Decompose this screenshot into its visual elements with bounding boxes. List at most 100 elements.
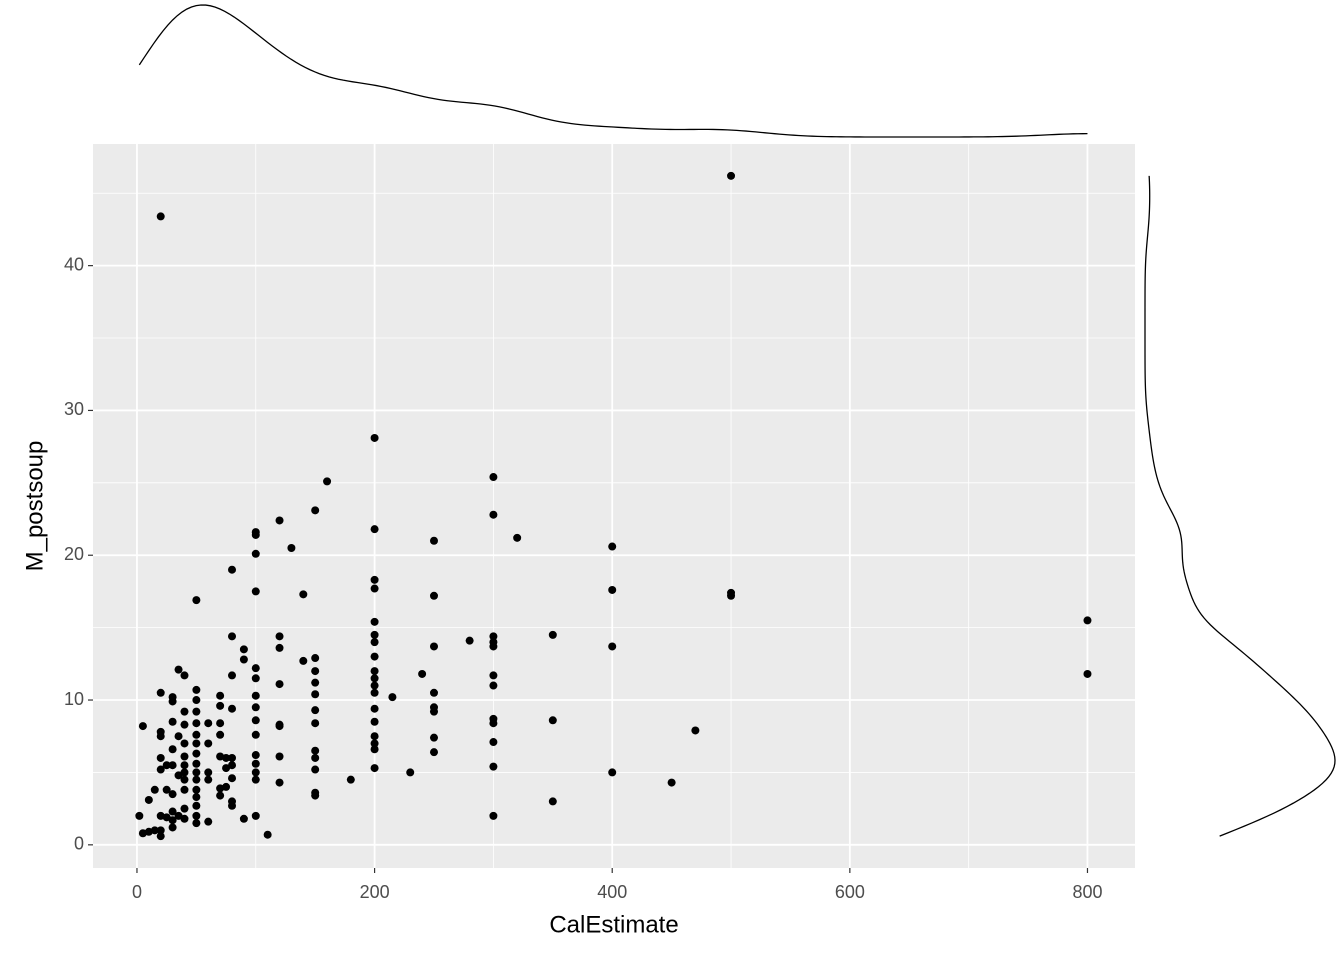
point xyxy=(222,764,231,773)
point xyxy=(370,525,379,534)
point xyxy=(608,768,617,777)
point xyxy=(370,688,379,697)
point xyxy=(216,719,225,728)
x-tick-label: 0 xyxy=(132,882,142,902)
y-tick-label: 40 xyxy=(64,254,84,274)
point xyxy=(192,768,201,777)
point xyxy=(370,617,379,626)
point xyxy=(251,530,260,539)
point xyxy=(251,768,260,777)
marginal-density xyxy=(1144,175,1336,837)
point xyxy=(156,212,165,221)
point xyxy=(608,642,617,651)
point xyxy=(1083,669,1092,678)
point xyxy=(156,753,165,762)
point xyxy=(228,671,237,680)
point xyxy=(180,814,189,823)
point xyxy=(429,733,438,742)
point xyxy=(251,811,260,820)
point xyxy=(228,801,237,810)
point xyxy=(192,707,201,716)
point xyxy=(299,590,308,599)
point xyxy=(168,697,177,706)
point xyxy=(727,591,736,600)
point xyxy=(608,585,617,594)
point xyxy=(216,730,225,739)
point xyxy=(608,542,617,551)
point xyxy=(311,506,320,515)
point xyxy=(156,811,165,820)
point xyxy=(251,716,260,725)
grid xyxy=(93,144,1135,868)
point xyxy=(192,739,201,748)
point xyxy=(216,701,225,710)
point xyxy=(323,477,332,486)
panel xyxy=(93,144,1135,868)
point xyxy=(251,775,260,784)
point xyxy=(156,832,165,841)
point xyxy=(192,811,201,820)
point xyxy=(168,807,177,816)
point xyxy=(513,533,522,542)
point xyxy=(489,719,498,728)
point xyxy=(138,829,147,838)
point xyxy=(251,703,260,712)
point xyxy=(156,688,165,697)
point xyxy=(251,751,260,760)
point xyxy=(263,830,272,839)
point xyxy=(180,739,189,748)
point xyxy=(370,764,379,773)
point xyxy=(311,791,320,800)
point xyxy=(228,753,237,762)
point xyxy=(311,753,320,762)
point xyxy=(168,823,177,832)
point xyxy=(388,693,397,702)
point xyxy=(192,785,201,794)
point xyxy=(311,667,320,676)
y-tick-label: 30 xyxy=(64,399,84,419)
x-axis-title: CalEstimate xyxy=(549,911,678,938)
point xyxy=(429,591,438,600)
point xyxy=(204,768,213,777)
point xyxy=(192,696,201,705)
point xyxy=(180,768,189,777)
point xyxy=(192,775,201,784)
point xyxy=(150,785,159,794)
point xyxy=(239,655,248,664)
point xyxy=(168,816,177,825)
point xyxy=(174,665,183,674)
point xyxy=(370,575,379,584)
point xyxy=(228,774,237,783)
point xyxy=(156,732,165,741)
point xyxy=(370,739,379,748)
point xyxy=(192,596,201,605)
point xyxy=(156,826,165,835)
point xyxy=(691,726,700,735)
point xyxy=(204,719,213,728)
point xyxy=(228,761,237,770)
point xyxy=(192,819,201,828)
point xyxy=(168,717,177,726)
point xyxy=(228,565,237,574)
point xyxy=(429,536,438,545)
point xyxy=(168,745,177,754)
point xyxy=(489,473,498,482)
point xyxy=(489,510,498,519)
point xyxy=(489,811,498,820)
point xyxy=(192,719,201,728)
x-tick-label: 200 xyxy=(360,882,390,902)
point xyxy=(216,752,225,761)
point xyxy=(311,678,320,687)
point xyxy=(180,761,189,770)
point xyxy=(311,719,320,728)
point xyxy=(275,680,284,689)
point xyxy=(216,784,225,793)
point xyxy=(239,645,248,654)
point xyxy=(180,775,189,784)
point xyxy=(370,667,379,676)
point xyxy=(489,632,498,641)
point xyxy=(275,516,284,525)
point xyxy=(311,706,320,715)
